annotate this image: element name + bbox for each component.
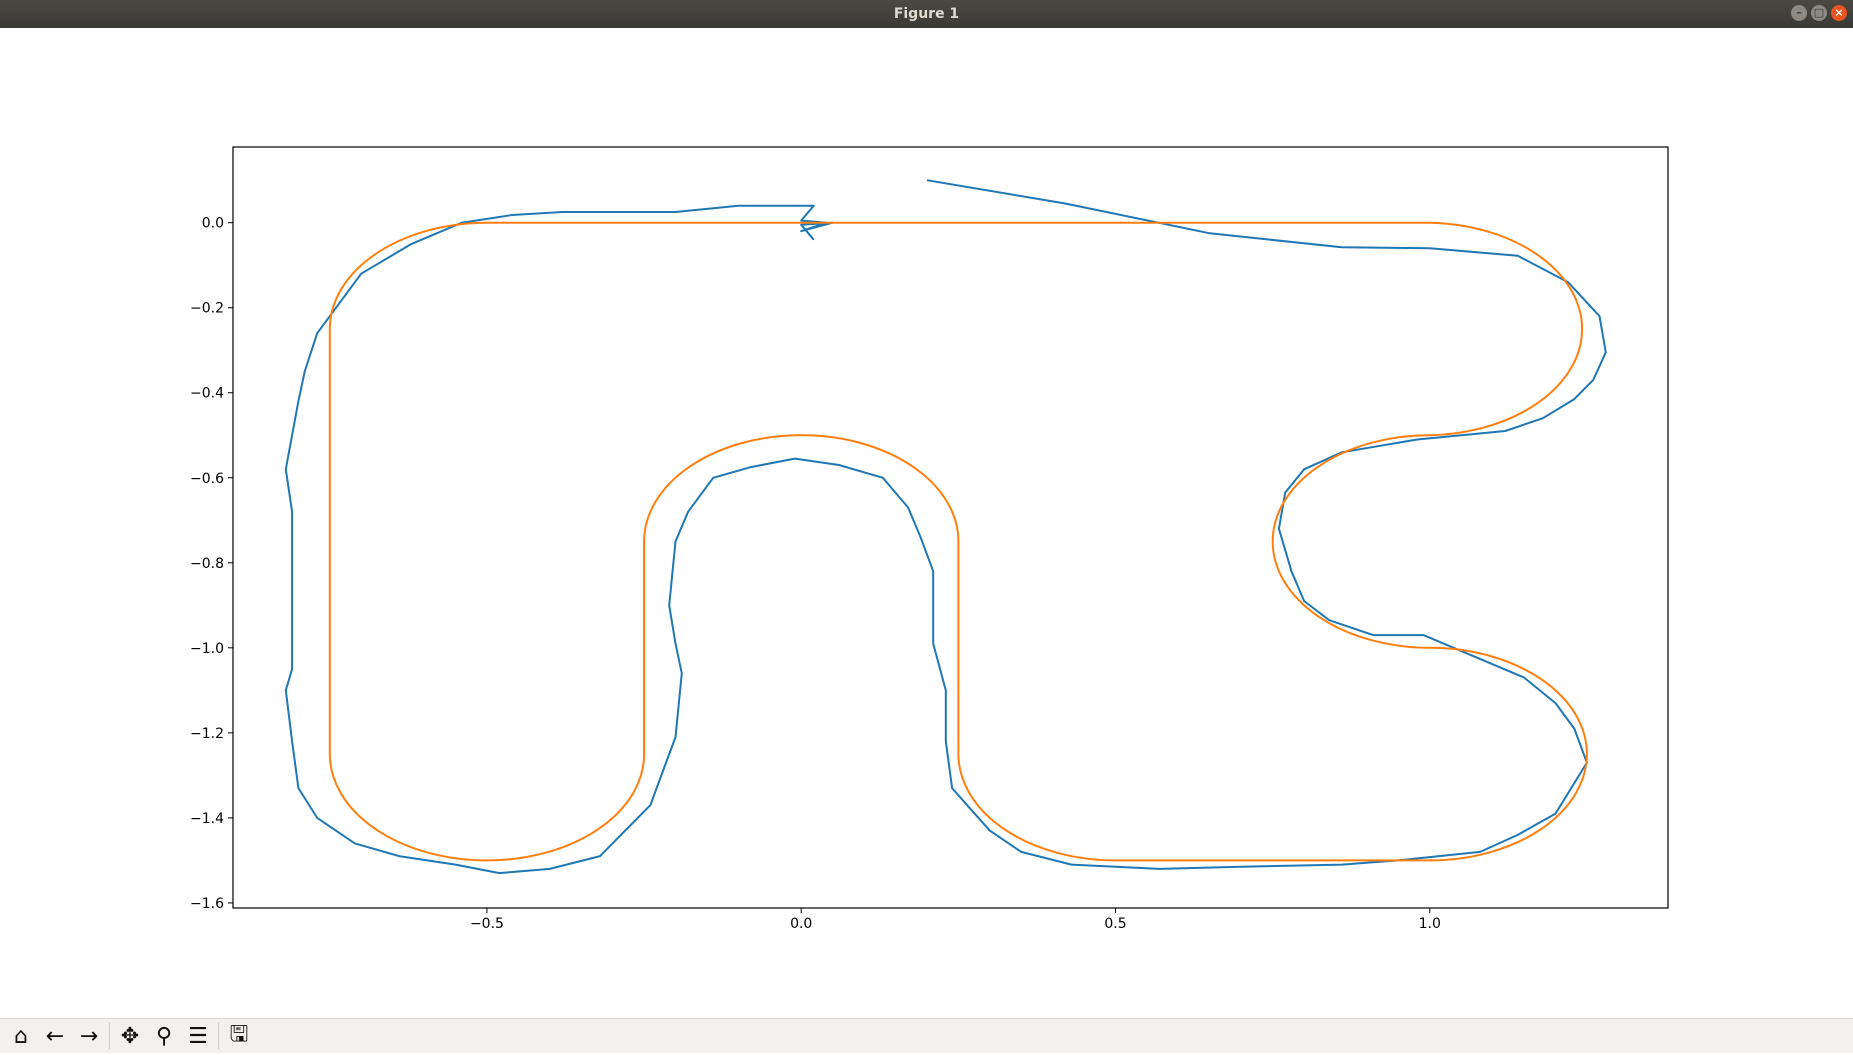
y-tick-label: −1.6 bbox=[190, 896, 224, 912]
navigation-toolbar: ⌂ ← → ✥ ⚲ ☰ 🖫 bbox=[0, 1018, 1853, 1053]
sliders-icon: ☰ bbox=[188, 1023, 208, 1049]
y-tick-label: −1.4 bbox=[190, 811, 224, 827]
window-titlebar: Figure 1 – □ × bbox=[0, 0, 1853, 28]
move-icon: ✥ bbox=[120, 1023, 140, 1049]
maximize-icon: □ bbox=[1813, 6, 1825, 19]
floppy-disk-icon: 🖫 bbox=[229, 1022, 249, 1047]
home-button[interactable]: ⌂ bbox=[4, 1020, 38, 1052]
zoom-button[interactable]: ⚲ bbox=[147, 1020, 181, 1052]
save-button[interactable]: 🖫 bbox=[222, 1020, 256, 1052]
minimize-button[interactable]: – bbox=[1791, 5, 1807, 21]
pan-button[interactable]: ✥ bbox=[113, 1020, 147, 1052]
x-tick-label: −0.5 bbox=[470, 916, 504, 932]
series-line-measured bbox=[284, 179, 1607, 875]
line-plot: −0.5 0.0 0.5 1.0 0.0 −0.2 −0.4 −0.6 −0.8 −1.0 −1.2… bbox=[190, 146, 1669, 932]
toolbar-separator bbox=[218, 1023, 219, 1049]
figure-canvas[interactable]: −0.5 0.0 0.5 1.0 0.0 −0.2 −0.4 −0.6 −0.8 −1.0 −1.2… bbox=[0, 28, 1853, 1018]
magnifier-icon: ⚲ bbox=[155, 1023, 173, 1049]
toolbar-separator bbox=[109, 1023, 110, 1049]
window-controls: – □ × bbox=[1791, 5, 1847, 21]
x-tick-label: 1.0 bbox=[1419, 916, 1441, 932]
configure-subplots-button[interactable]: ☰ bbox=[181, 1020, 215, 1052]
series-line-reference bbox=[328, 221, 1588, 862]
y-tick-label: −0.4 bbox=[190, 386, 224, 402]
y-tick-label: −0.2 bbox=[190, 301, 224, 317]
arrow-left-icon: ← bbox=[45, 1023, 65, 1049]
y-tick-label: −0.8 bbox=[190, 556, 224, 572]
x-tick-label: 0.5 bbox=[1104, 916, 1126, 932]
y-tick-label: −0.6 bbox=[190, 471, 224, 487]
axes-frame bbox=[232, 146, 1669, 909]
close-button[interactable]: × bbox=[1831, 5, 1847, 21]
window-title: Figure 1 bbox=[893, 6, 960, 22]
home-icon: ⌂ bbox=[14, 1023, 28, 1049]
forward-button[interactable]: → bbox=[72, 1020, 106, 1052]
back-button[interactable]: ← bbox=[38, 1020, 72, 1052]
minimize-icon: – bbox=[1796, 6, 1802, 19]
y-tick-label: −1.2 bbox=[190, 726, 224, 742]
maximize-button[interactable]: □ bbox=[1811, 5, 1827, 21]
y-tick-label: −1.0 bbox=[190, 641, 224, 657]
close-icon: × bbox=[1834, 6, 1844, 19]
y-tick-label: 0.0 bbox=[202, 216, 224, 232]
x-tick-label: 0.0 bbox=[790, 916, 812, 932]
arrow-right-icon: → bbox=[79, 1023, 99, 1049]
